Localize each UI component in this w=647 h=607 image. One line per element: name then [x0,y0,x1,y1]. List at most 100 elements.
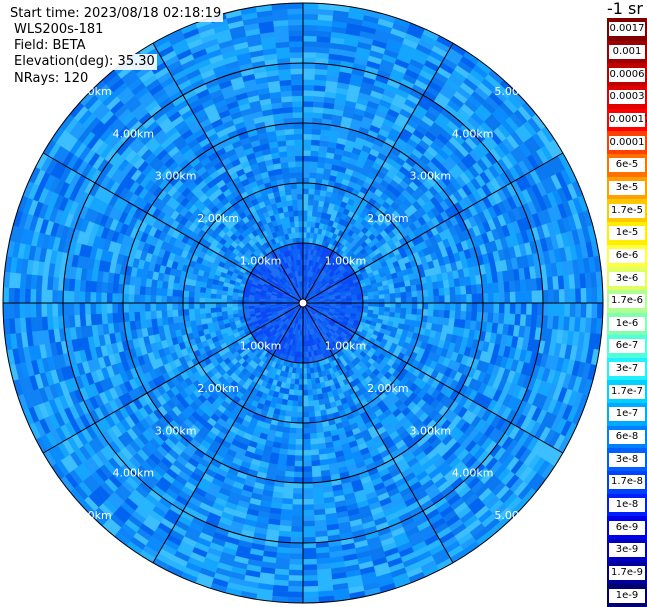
radar-cell [57,302,64,317]
radar-cell [306,378,312,385]
radar-cell [367,295,375,300]
radar-cell [308,188,316,195]
radar-cell [302,100,314,108]
radar-cell [471,293,478,304]
radar-cell [79,302,86,315]
radar-cell [204,307,211,314]
radar-cell [411,296,418,304]
radar-cell [133,311,141,321]
radar-cell [569,302,576,318]
radar-cell [193,308,201,315]
radar-cell [309,172,317,179]
radar-cell [433,302,440,311]
radar-cell [302,182,310,189]
radar-cell [406,297,413,304]
radar-cell [311,460,321,467]
radar-cell [310,150,320,157]
radar-cell [454,310,462,320]
radar-cell [287,591,304,598]
radar-cell [470,311,478,322]
radar-cell [128,293,135,304]
radar-cell [520,291,527,304]
radar-cell [302,84,315,91]
radar-cell [498,292,506,304]
radar-cell [400,307,407,315]
radar-cell [492,282,500,294]
radar-cell [95,291,102,304]
radar-cell [308,411,316,418]
radar-cell [313,399,320,407]
radar-cell [282,487,294,494]
radar-cell [384,302,391,308]
radar-cell [193,297,200,304]
radar-cell [231,299,238,304]
radar-cell [302,482,313,489]
radar-cell [30,302,37,318]
radar-cell [302,171,311,178]
radar-cell [471,302,478,313]
radar-cell [302,537,316,544]
radar-cell [438,309,445,319]
radar-cell [188,302,195,310]
radar-cell [537,290,544,304]
radar-cell [133,293,140,304]
radar-cell [285,460,295,467]
radar-cell [302,422,310,429]
radar-cell [432,288,440,297]
radar-cell [302,160,311,168]
radar-cell [297,406,304,413]
radar-cell [498,302,506,314]
radar-cell [311,128,322,136]
radar-cell [460,285,467,295]
radar-cell [531,290,538,304]
radar-cell [302,433,311,440]
radar-cell [508,313,516,326]
radar-cell [302,128,313,135]
radar-cell [24,302,31,318]
radar-cell [302,575,318,582]
radar-cell [575,302,582,318]
radar-cell [210,302,217,309]
radar-cell [378,306,385,312]
radar-cell [395,302,402,309]
radar-cell [188,314,196,322]
radar-cell [215,311,223,317]
radar-cell [388,288,396,295]
radar-cell [302,553,317,560]
radar-cell [199,313,207,320]
radar-cell [503,281,511,293]
radar-cell [508,280,516,293]
radar-cell [302,586,319,593]
radar-cell [182,302,189,310]
radar-cell [295,444,304,451]
radar-cell [302,542,317,549]
radar-cell [294,449,304,456]
radar-cell [307,204,314,211]
radar-cell [314,188,322,196]
radar-cell [405,308,413,315]
radar-cell [405,285,412,293]
radar-cell [306,373,312,380]
radar-cell [226,298,233,304]
radar-cell [291,515,304,522]
radar-cell [302,166,311,173]
radar-cell [470,284,478,295]
radar-cell [504,302,511,315]
radar-cell [302,8,319,15]
radar-cell [302,477,313,484]
radar-cell [311,383,317,391]
radar-cell [155,302,162,311]
radar-cell [302,193,309,200]
radar-cell [288,575,304,582]
radar-cell [302,95,315,102]
radar-cell [293,384,299,391]
radar-cell [417,302,424,310]
radar-cell [313,503,325,511]
radar-cell [210,297,217,304]
radar-cell [302,204,309,211]
radar-cell [477,293,484,304]
radar-cell [177,296,184,304]
radar-cell [305,357,310,364]
radar-cell [395,292,402,299]
radar-cell [531,302,538,316]
